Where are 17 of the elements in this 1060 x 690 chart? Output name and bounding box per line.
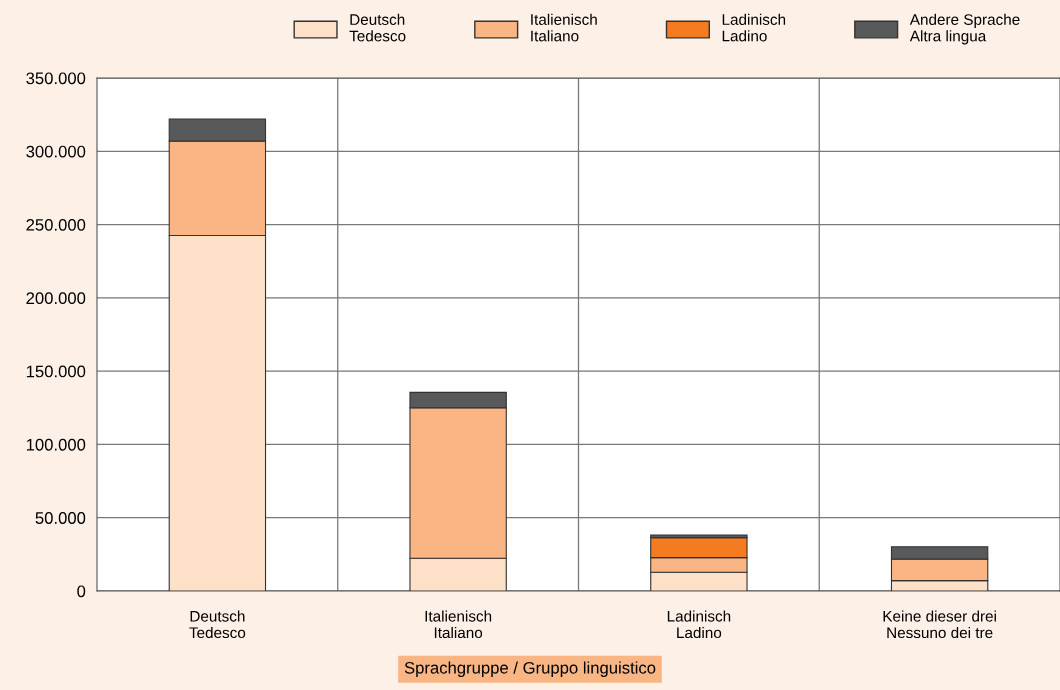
legend-label: Italienisch Italiano bbox=[531, 13, 597, 42]
y-tick-label: 250.000 bbox=[26, 218, 86, 231]
legend-label: Deutsch Tedesco bbox=[349, 13, 406, 42]
y-tick-label: 0 bbox=[77, 585, 86, 598]
y-tick-label: 150.000 bbox=[26, 365, 86, 378]
legend-label: Andere Sprache Altra lingua bbox=[909, 13, 1020, 45]
x-tick-label: Ladinisch Ladino bbox=[667, 610, 731, 639]
x-tick-label: Italienisch Italiano bbox=[425, 610, 492, 639]
x-tick-label: Deutsch Tedesco bbox=[189, 610, 246, 639]
y-tick-label: 50.000 bbox=[35, 512, 86, 524]
x-axis-title: Sprachgruppe / Gruppo linguistico bbox=[404, 661, 656, 677]
y-tick-label: 200.000 bbox=[26, 292, 86, 305]
y-tick-label: 100.000 bbox=[26, 438, 86, 451]
legend-label: Ladinisch Ladino bbox=[722, 13, 786, 42]
y-tick-label: 300.000 bbox=[26, 145, 86, 158]
x-tick-label: Keine dieser drei Nessuno dei tre bbox=[883, 610, 996, 639]
y-tick-label: 350.000 bbox=[26, 72, 86, 85]
